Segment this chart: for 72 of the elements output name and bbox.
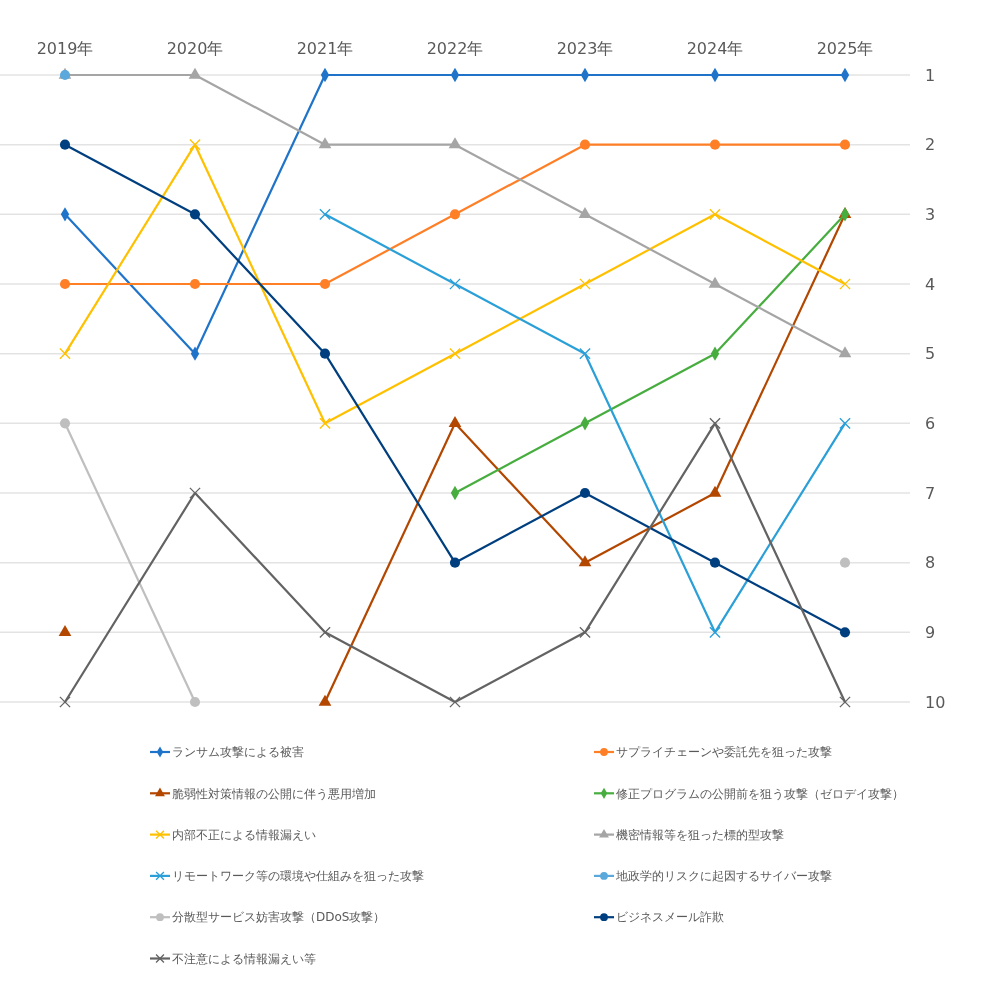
legend-label: リモートワーク等の環境や仕組みを狙った攻撃 [172, 869, 424, 884]
point [319, 417, 331, 430]
point [709, 417, 721, 430]
point [709, 139, 721, 150]
point [709, 557, 721, 568]
point [579, 278, 591, 290]
y-tick-label: 8 [925, 553, 936, 573]
y-tick-label: 7 [925, 483, 936, 503]
x-tick-label: 2022年 [426, 39, 484, 58]
x-tick-label: 2024年 [686, 39, 744, 58]
point [59, 347, 71, 360]
point [319, 348, 331, 359]
point [449, 278, 461, 290]
point [839, 627, 851, 638]
point [449, 209, 461, 220]
point [448, 137, 462, 149]
point [709, 208, 721, 221]
point [319, 208, 331, 221]
point [578, 555, 592, 567]
point [839, 557, 851, 568]
y-tick-label: 3 [925, 204, 936, 224]
point [449, 557, 461, 568]
point [708, 485, 722, 497]
point [838, 346, 852, 358]
y-tick-label: 6 [925, 413, 936, 433]
point [579, 139, 591, 150]
x-tick-label: 2019年 [36, 39, 94, 58]
point [839, 278, 851, 290]
point [59, 139, 71, 150]
legend-label: 不注意による情報漏えい等 [172, 951, 316, 966]
point [189, 209, 201, 220]
y-tick-label: 5 [925, 344, 936, 364]
point [708, 276, 722, 288]
legend-label: 地政学的リスクに起因するサイバー攻撃 [615, 869, 832, 884]
legend-label: 修正プログラムの公開前を狙う攻撃（ゼロデイ攻撃） [616, 786, 904, 801]
point [319, 626, 331, 639]
point [579, 626, 591, 639]
x-tick-label: 2023年 [556, 39, 614, 58]
point [449, 347, 461, 360]
legend-label: サプライチェーンや委託先を狙った攻撃 [616, 745, 832, 760]
point [59, 696, 71, 708]
x-tick-label: 2021年 [296, 39, 354, 58]
point [189, 138, 201, 151]
point [839, 417, 851, 430]
point [318, 137, 332, 149]
x-tick-label: 2025年 [816, 39, 874, 58]
legend-label: ビジネスメール詐欺 [616, 910, 724, 925]
point [59, 278, 71, 290]
legend-label: 分散型サービス妨害攻撃（DDoS攻撃） [172, 910, 386, 925]
point [579, 347, 591, 360]
x-tick-label: 2020年 [166, 39, 224, 58]
point [59, 418, 71, 429]
point [189, 487, 201, 499]
point [318, 694, 332, 706]
y-tick-label: 1 [925, 65, 936, 85]
point [449, 696, 461, 708]
point [709, 626, 721, 639]
y-tick-label: 9 [925, 622, 936, 642]
point [189, 696, 201, 708]
point [839, 139, 851, 150]
point [188, 67, 202, 79]
legend-label: 機密情報等を狙った標的型攻撃 [616, 827, 784, 842]
legend-label: ランサム攻撃による被害 [172, 745, 304, 760]
y-tick-label: 2 [925, 135, 936, 155]
y-tick-label: 10 [925, 692, 946, 712]
legend-label: 脆弱性対策情報の公開に伴う悪用増加 [172, 786, 376, 801]
y-tick-label: 4 [925, 274, 936, 294]
point [579, 487, 591, 499]
point [319, 278, 331, 290]
point [839, 696, 851, 708]
point [189, 278, 201, 290]
legend-label: 内部不正による情報漏えい [172, 827, 316, 842]
